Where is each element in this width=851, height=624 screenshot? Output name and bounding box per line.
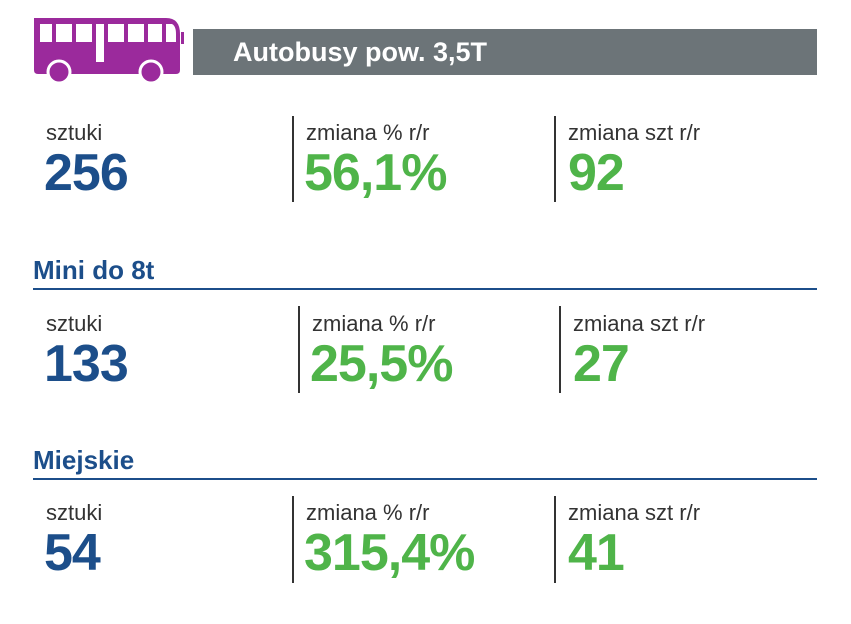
stat-label-units: sztuki <box>46 311 103 336</box>
bus-icon <box>34 18 184 85</box>
stat-value-units: 54 <box>44 524 101 582</box>
header-title: Autobusy pow. 3,5T <box>193 29 817 75</box>
stat-value-change-pct: 25,5% <box>310 335 453 393</box>
divider <box>292 116 294 202</box>
stat-value-units: 133 <box>44 335 129 393</box>
stat-label-change-units: zmiana szt r/r <box>573 311 706 336</box>
stat-label-change-pct: zmiana % r/r <box>306 120 430 145</box>
stat-value-change-units: 92 <box>568 144 625 202</box>
stat-label-change-units: zmiana szt r/r <box>568 500 701 525</box>
stat-value-change-pct: 315,4% <box>304 524 475 582</box>
divider <box>298 306 300 393</box>
divider <box>559 306 561 393</box>
divider <box>292 496 294 583</box>
section-rule <box>33 288 817 290</box>
section-title-mini: Mini do 8t <box>33 255 155 285</box>
stat-label-change-pct: zmiana % r/r <box>306 500 430 525</box>
divider <box>554 496 556 583</box>
stat-value-change-pct: 56,1% <box>304 144 447 202</box>
stat-value-units: 256 <box>44 144 129 202</box>
stat-label-change-pct: zmiana % r/r <box>312 311 436 336</box>
stat-label-units: sztuki <box>46 500 103 525</box>
section-rule <box>33 478 817 480</box>
stat-value-change-units: 27 <box>573 335 630 393</box>
stat-label-change-units: zmiana szt r/r <box>568 120 701 145</box>
stat-value-change-units: 41 <box>568 524 625 582</box>
divider <box>554 116 556 202</box>
section-title-miejskie: Miejskie <box>33 445 135 475</box>
stat-label-units: sztuki <box>46 120 103 145</box>
